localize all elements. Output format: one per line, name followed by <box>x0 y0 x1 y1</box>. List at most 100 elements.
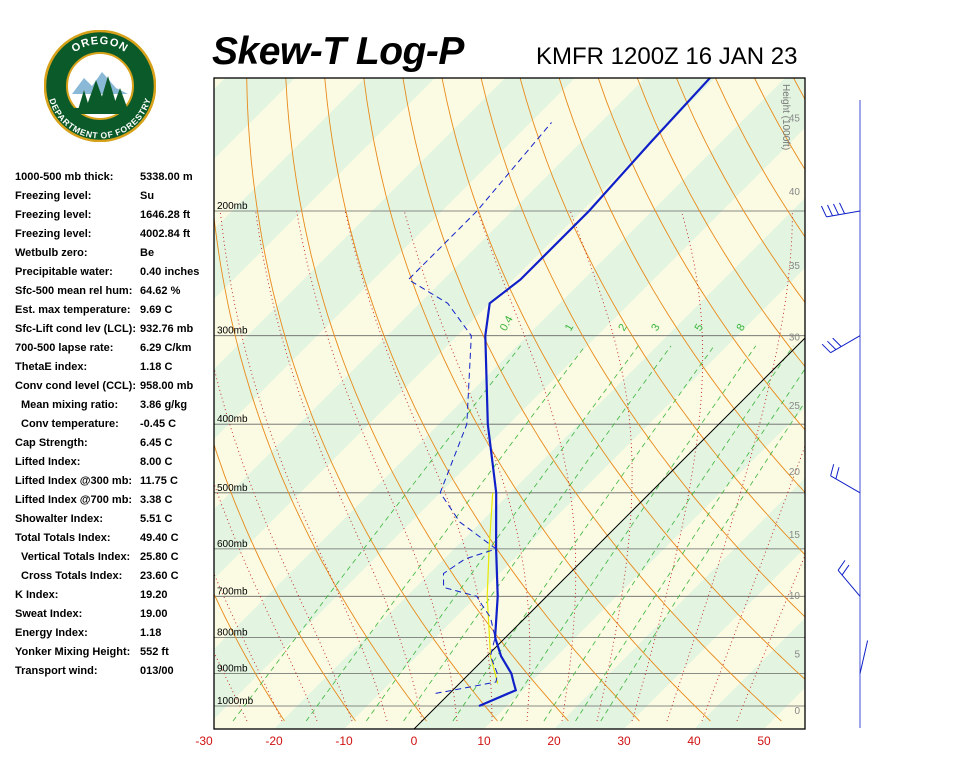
height-tick-label: 35 <box>789 261 801 272</box>
index-row: Freezing level: Su <box>15 187 215 206</box>
height-tick-label: 5 <box>794 649 800 660</box>
index-value: 5.51 C <box>140 513 173 525</box>
index-row: Freezing level: 1646.28 ft <box>15 206 215 225</box>
pressure-label: 1000mb <box>217 696 254 707</box>
wind-barb-flag <box>839 202 846 214</box>
moist-adiabat <box>214 482 318 722</box>
page-title: Skew-T Log-P <box>212 30 464 73</box>
x-tick-label: 30 <box>617 734 631 748</box>
index-label: Est. max temperature: <box>15 304 131 316</box>
moist-adiabat <box>666 211 793 722</box>
dry-adiabat <box>35 0 143 721</box>
index-row: Precipitable water: 0.40 inches <box>15 263 215 282</box>
moist-adiabat <box>477 210 577 722</box>
mixing-ratio-label: 5 <box>693 322 706 333</box>
index-label: Cap Strength: <box>15 437 88 449</box>
moist-adiabat <box>569 210 633 722</box>
pressure-label: 300mb <box>217 326 248 337</box>
index-value: 552 ft <box>140 646 169 658</box>
index-label: Lifted Index: <box>15 456 81 468</box>
index-row: Conv temperature: -0.45 C <box>15 415 215 434</box>
index-label: Lifted Index @700 mb: <box>15 494 133 506</box>
index-label: Freezing level: <box>15 190 92 202</box>
index-row: 1000-500 mb thick: 5338.00 m <box>15 168 215 187</box>
wind-barb-flag <box>841 564 850 576</box>
index-row: Energy Index: 1.18 <box>15 624 215 643</box>
wind-barb-flag <box>821 343 831 354</box>
index-label: Transport wind: <box>15 665 98 677</box>
index-row: Lifted Index @300 mb: 11.75 C <box>15 472 215 491</box>
height-tick-label: 25 <box>789 401 801 412</box>
index-row: Freezing level: 4002.84 ft <box>15 225 215 244</box>
wind-barb-flag <box>830 464 835 476</box>
index-label: Conv temperature: <box>21 418 119 430</box>
dry-adiabat <box>519 78 805 556</box>
height-tick-label: 10 <box>789 591 801 602</box>
dry-adiabat <box>324 78 640 722</box>
mixing-ratio-line <box>452 345 715 722</box>
pressure-label: 700mb <box>217 586 248 597</box>
dry-adiabat <box>246 78 498 722</box>
index-label: Freezing level: <box>15 209 92 221</box>
index-label: Sfc-500 mean rel hum: <box>15 285 133 297</box>
index-row: Cross Totals Index: 23.60 C <box>15 567 215 586</box>
dry-adiabat <box>363 78 711 722</box>
wind-barb-flag <box>827 204 833 217</box>
height-tick-label: 30 <box>789 333 801 344</box>
x-tick-label: 50 <box>757 734 771 748</box>
index-label: Mean mixing ratio: <box>21 399 119 411</box>
mixing-ratio-label: 1 <box>563 322 576 333</box>
index-value: 1646.28 ft <box>140 209 191 221</box>
index-label: Total Totals Index: <box>15 532 111 544</box>
wind-barb <box>837 569 861 597</box>
index-label: Wetbulb zero: <box>15 247 88 259</box>
dry-adiabat <box>597 78 805 431</box>
index-label: 700-500 lapse rate: <box>15 342 114 354</box>
wind-barb <box>830 475 861 494</box>
dry-adiabat <box>829 0 960 721</box>
mixing-ratio-label: 8 <box>735 322 748 333</box>
index-value: 23.60 C <box>140 570 179 582</box>
index-row: Showalter Index: 5.51 C <box>15 510 215 529</box>
zero-isotherm <box>413 337 805 729</box>
mixing-ratio-line <box>600 401 805 722</box>
index-row: K Index: 19.20 <box>15 586 215 605</box>
height-tick-label: 15 <box>789 530 801 541</box>
index-value: 4002.84 ft <box>140 228 191 240</box>
index-label: Precipitable water: <box>15 266 113 278</box>
mixing-ratio-label: 3 <box>649 322 662 333</box>
index-label: Sfc-Lift cond lev (LCL): <box>15 323 136 335</box>
isotherm-band <box>834 78 960 729</box>
wind-barb-flag <box>832 337 842 347</box>
x-tick-label: 10 <box>477 734 491 748</box>
dry-adiabat <box>636 78 805 368</box>
dry-adiabat <box>558 78 805 494</box>
moist-adiabat <box>736 554 805 722</box>
index-label: Energy Index: <box>15 627 88 639</box>
index-row: Vertical Totals Index: 25.80 C <box>15 548 215 567</box>
wind-barb-flag <box>820 205 827 218</box>
mixing-ratio-line <box>543 345 794 722</box>
mixing-ratio-line <box>305 345 586 722</box>
index-row: Lifted Index @700 mb: 3.38 C <box>15 491 215 510</box>
index-row: Sfc-500 mean rel hum: 64.62 % <box>15 282 215 301</box>
dry-adiabat <box>441 78 805 680</box>
dry-adiabat <box>214 592 285 722</box>
plot-frame <box>213 77 806 730</box>
index-value: 6.45 C <box>140 437 173 449</box>
wind-barb <box>859 640 869 674</box>
index-value: Be <box>140 247 155 259</box>
dry-adiabat <box>214 213 427 722</box>
isotherm-band <box>554 478 805 729</box>
pressure-label: 500mb <box>217 483 248 494</box>
index-row: Sfc-Lift cond lev (LCL): 932.76 mb <box>15 320 215 339</box>
mixing-ratio-line <box>232 345 521 722</box>
x-tick-label: -10 <box>335 734 353 748</box>
wind-barb-flag <box>835 467 840 480</box>
oregon-forestry-logo: OREGON DEPARTMENT OF FORESTRY <box>44 30 156 142</box>
x-tick-label: 0 <box>411 734 418 748</box>
dry-adiabat <box>865 0 960 721</box>
index-row: Mean mixing ratio: 3.86 g/kg <box>15 396 215 415</box>
dry-adiabat <box>480 78 805 618</box>
